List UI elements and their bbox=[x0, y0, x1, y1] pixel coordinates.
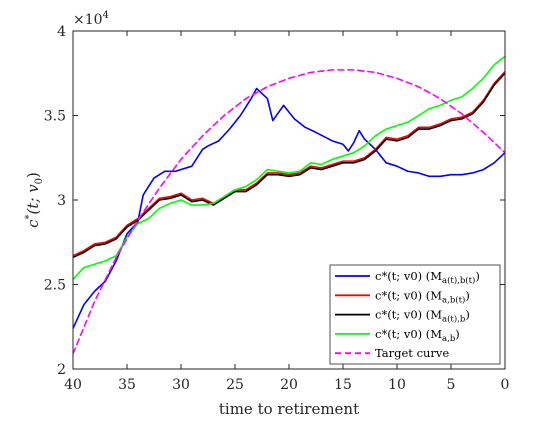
y-axis-label: c*(t; v0) bbox=[24, 172, 45, 228]
y-tick-label: 4 bbox=[57, 24, 66, 40]
x-tick-label: 5 bbox=[447, 377, 456, 393]
y-tick-label: 2.5 bbox=[44, 278, 66, 294]
series-line-4 bbox=[73, 55, 505, 281]
legend-label-5: Target curve bbox=[375, 346, 449, 360]
x-tick-label: 35 bbox=[118, 377, 136, 393]
series-group bbox=[73, 55, 505, 355]
legend-label-3: c*(t; v0) (Ma(t),b) bbox=[375, 308, 470, 325]
x-tick-label: 20 bbox=[280, 377, 298, 393]
y-axis-exponent-label: ×104 bbox=[73, 10, 109, 28]
series-line-1 bbox=[73, 87, 505, 330]
y-tick-label: 2 bbox=[57, 362, 66, 378]
y-tick-label: 3.5 bbox=[44, 109, 66, 125]
legend-label-1: c*(t; v0) (Ma(t),b(t)) bbox=[375, 269, 480, 286]
y-tick-label: 3 bbox=[57, 193, 66, 209]
legend-label-4: c*(t; v0) (Ma,b) bbox=[375, 327, 460, 344]
x-axis-label: time to retirement bbox=[219, 400, 359, 418]
x-tick-label: 40 bbox=[64, 377, 82, 393]
x-tick-label: 25 bbox=[226, 377, 244, 393]
series-line-3 bbox=[73, 72, 505, 259]
series-line-5 bbox=[73, 69, 505, 355]
x-tick-label: 0 bbox=[501, 377, 510, 393]
x-tick-label: 10 bbox=[388, 377, 406, 393]
axes: 40 35 30 25 20 15 10 5 0 2 2.5 3 3.5 4 bbox=[44, 24, 510, 393]
series-line-2 bbox=[73, 70, 505, 257]
legend-label-2: c*(t; v0) (Ma,b(t)) bbox=[375, 288, 470, 305]
legend: c*(t; v0) (Ma(t),b(t)) c*(t; v0) (Ma,b(t)… bbox=[329, 264, 501, 365]
x-tick-label: 30 bbox=[172, 377, 190, 393]
x-tick-label: 15 bbox=[334, 377, 352, 393]
